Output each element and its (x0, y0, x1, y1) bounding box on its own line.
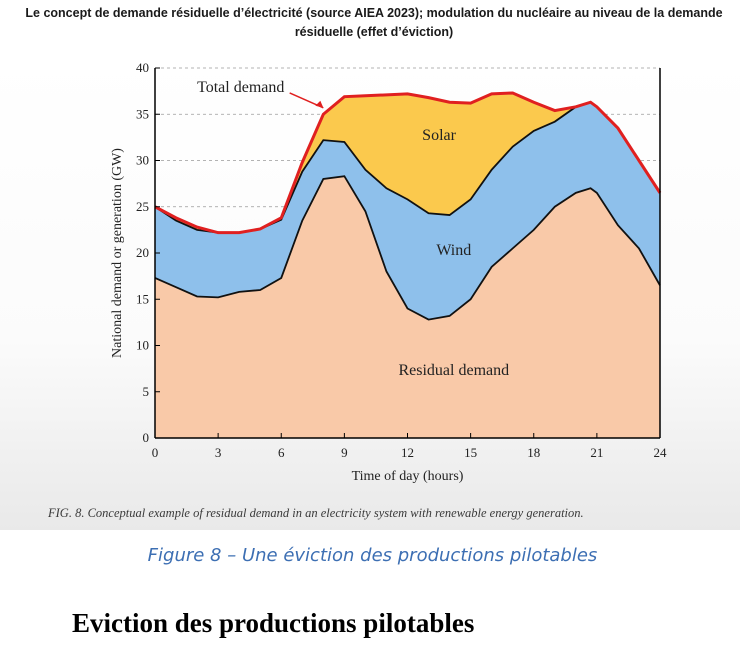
area-residual-demand (155, 176, 660, 438)
chart-labels: Solar Wind Residual demand Total demand (197, 79, 509, 379)
area-label: Residual demand (398, 362, 509, 379)
y-tick-label: 5 (143, 384, 150, 399)
y-tick-label: 0 (143, 430, 150, 445)
line-total-demand (154, 91, 662, 235)
x-tick-label: 21 (590, 445, 603, 460)
y-tick-label: 40 (136, 60, 149, 75)
area-chart: 0 5 10 15 20 25 30 35 40 0 3 6 9 12 15 18 21 24 Time of da… (110, 60, 667, 484)
area-label: Wind (436, 242, 471, 259)
total-demand-annotation: Total demand (197, 79, 284, 96)
y-tick-label: 15 (136, 291, 149, 306)
figure-caption: FIG. 8. Conceptual example of residual d… (48, 506, 584, 520)
area-layer (155, 92, 660, 438)
y-tick-label: 30 (136, 153, 149, 168)
page-title: Le concept de demande résiduelle d’élect… (25, 6, 723, 39)
area-label: Solar (422, 127, 456, 144)
figure-subtitle: Figure 8 – Une éviction des productions … (147, 545, 598, 566)
y-tick-label: 20 (136, 245, 149, 260)
line-residual-demand (154, 175, 661, 321)
x-tick-label: 6 (278, 445, 285, 460)
y-tick-label: 25 (136, 199, 149, 214)
line-layer (154, 91, 662, 321)
y-tick-label: 10 (136, 338, 149, 353)
x-axis-label: Time of day (hours) (352, 469, 464, 484)
x-tick-label: 3 (215, 445, 222, 460)
x-tick-label: 12 (401, 445, 414, 460)
section-heading: Eviction des productions pilotables (72, 608, 475, 638)
x-tick-label: 24 (654, 445, 668, 460)
axes: 0 5 10 15 20 25 30 35 40 0 3 6 9 12 15 18 21 24 Time of da… (110, 60, 667, 484)
area-solar (155, 92, 660, 233)
area-wind (155, 102, 660, 320)
x-tick-label: 18 (527, 445, 540, 460)
y-tick-label: 35 (136, 106, 149, 121)
x-tick-label: 15 (464, 445, 477, 460)
annotation-arrow-head (315, 100, 324, 108)
x-tick-label: 9 (341, 445, 348, 460)
x-tick-label: 0 (152, 445, 159, 460)
y-axis-label: National demand or generation (GW) (110, 148, 125, 358)
